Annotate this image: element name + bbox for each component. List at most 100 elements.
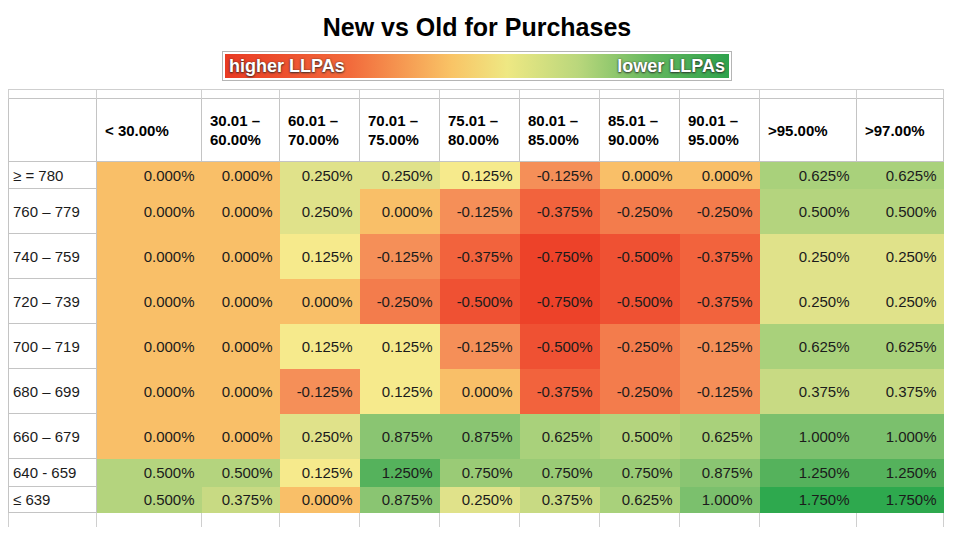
- heatmap-cell: 0.000%: [97, 414, 202, 459]
- heatmap-cell: 0.000%: [202, 279, 280, 324]
- heatmap-cell: -0.125%: [440, 189, 520, 234]
- gridline-tick: [360, 513, 440, 528]
- heatmap-cell: 0.000%: [97, 234, 202, 279]
- gridline-tick: [280, 90, 360, 99]
- column-header-ltv-7: 90.01 – 95.00%: [680, 99, 760, 162]
- heatmap-cell: -0.125%: [440, 324, 520, 369]
- heatmap-cell: 0.625%: [520, 414, 600, 459]
- column-header-ltv-5: 80.01 – 85.00%: [520, 99, 600, 162]
- heatmap-cell: 0.750%: [440, 459, 520, 487]
- gridline-tick: [857, 513, 944, 528]
- heatmap-cell: 0.875%: [680, 459, 760, 487]
- heatmap-cell: -0.250%: [600, 324, 680, 369]
- heatmap-cell: 0.875%: [360, 487, 440, 513]
- row-header-score-2: 740 – 759: [9, 234, 97, 279]
- heatmap-cell: 0.250%: [760, 279, 857, 324]
- row-header-score-0: ≥ = 780: [9, 162, 97, 189]
- heatmap-row: ≥ = 7800.000%0.000%0.250%0.250%0.125%-0.…: [9, 162, 944, 189]
- heatmap-cell: 0.000%: [202, 414, 280, 459]
- heatmap-cell: 0.000%: [202, 324, 280, 369]
- gridline-tick: [600, 513, 680, 528]
- heatmap-row: 740 – 7590.000%0.000%0.125%-0.125%-0.375…: [9, 234, 944, 279]
- gridline-tick: [97, 90, 202, 99]
- gridline-tick: [202, 513, 280, 528]
- gridline-tick: [680, 513, 760, 528]
- heatmap-cell: -0.125%: [360, 234, 440, 279]
- heatmap-cell: 0.625%: [680, 414, 760, 459]
- heatmap-cell: -0.125%: [280, 369, 360, 414]
- heatmap-cell: 0.125%: [360, 369, 440, 414]
- heatmap-cell: -0.500%: [600, 279, 680, 324]
- heatmap-cell: 0.000%: [600, 162, 680, 189]
- heatmap-cell: 0.000%: [97, 162, 202, 189]
- heatmap-cell: 0.500%: [600, 414, 680, 459]
- gridline-tick: [360, 90, 440, 99]
- heatmap-cell: -0.500%: [440, 279, 520, 324]
- heatmap-cell: -0.375%: [520, 369, 600, 414]
- heatmap-row: 640 - 6590.500%0.500%0.125%1.250%0.750%0…: [9, 459, 944, 487]
- heatmap-cell: 0.250%: [280, 189, 360, 234]
- heatmap-cell: 0.000%: [202, 189, 280, 234]
- gridline-tick: [680, 90, 760, 99]
- heatmap-cell: 1.000%: [680, 487, 760, 513]
- heatmap-cell: -0.250%: [360, 279, 440, 324]
- heatmap-cell: -0.250%: [600, 369, 680, 414]
- heatmap-cell: 1.250%: [360, 459, 440, 487]
- heatmap-cell: 0.375%: [857, 369, 944, 414]
- legend-gradient-bar: higher LLPAs lower LLPAs: [225, 54, 729, 78]
- heatmap-cell: 0.250%: [360, 162, 440, 189]
- heatmap-row: 720 – 7390.000%0.000%0.000%-0.250%-0.500…: [9, 279, 944, 324]
- heatmap-row: 700 – 7190.000%0.000%0.125%0.125%-0.125%…: [9, 324, 944, 369]
- heatmap-cell: 0.250%: [857, 279, 944, 324]
- heatmap-cell: 0.625%: [600, 487, 680, 513]
- heatmap-cell: -0.375%: [520, 189, 600, 234]
- llpa-heatmap-table: < 30.00%30.01 – 60.00%60.01 – 70.00%70.0…: [8, 89, 944, 527]
- heatmap-cell: -0.375%: [680, 279, 760, 324]
- gridline-tick: [440, 90, 520, 99]
- gridline-tick-row: [9, 513, 944, 528]
- row-header-score-3: 720 – 739: [9, 279, 97, 324]
- heatmap-cell: 0.750%: [600, 459, 680, 487]
- gridline-tick: [202, 90, 280, 99]
- heatmap-cell: 0.625%: [760, 324, 857, 369]
- column-header-ltv-2: 60.01 – 70.00%: [280, 99, 360, 162]
- gridline-tick-row: [9, 90, 944, 99]
- heatmap-cell: 0.625%: [760, 162, 857, 189]
- row-header-score-5: 680 – 699: [9, 369, 97, 414]
- heatmap-cell: -0.750%: [520, 279, 600, 324]
- heatmap-cell: 0.250%: [280, 162, 360, 189]
- heatmap-cell: 0.125%: [280, 459, 360, 487]
- column-header-ltv-8: >95.00%: [760, 99, 857, 162]
- heatmap-cell: 0.000%: [202, 162, 280, 189]
- heatmap-cell: 0.125%: [280, 234, 360, 279]
- gridline-tick: [760, 513, 857, 528]
- corner-cell: [9, 99, 97, 162]
- gridline-tick: [520, 513, 600, 528]
- heatmap-cell: 0.875%: [360, 414, 440, 459]
- heatmap-row: 760 – 7790.000%0.000%0.250%0.000%-0.125%…: [9, 189, 944, 234]
- heatmap-cell: -0.375%: [440, 234, 520, 279]
- heatmap-row: ≤ 6390.500%0.375%0.000%0.875%0.250%0.375…: [9, 487, 944, 513]
- heatmap-cell: 1.750%: [857, 487, 944, 513]
- heatmap-cell: -0.500%: [520, 324, 600, 369]
- row-header-score-1: 760 – 779: [9, 189, 97, 234]
- heatmap-cell: 1.000%: [760, 414, 857, 459]
- heatmap-cell: 0.000%: [360, 189, 440, 234]
- heatmap-cell: 0.000%: [202, 369, 280, 414]
- heatmap-cell: -0.125%: [680, 324, 760, 369]
- header-row: < 30.00%30.01 – 60.00%60.01 – 70.00%70.0…: [9, 99, 944, 162]
- gridline-tick: [97, 513, 202, 528]
- heatmap-cell: 0.000%: [440, 369, 520, 414]
- chart-title: New vs Old for Purchases: [0, 0, 954, 42]
- heatmap-cell: 0.750%: [520, 459, 600, 487]
- heatmap-cell: 0.000%: [280, 487, 360, 513]
- heatmap-cell: 0.375%: [760, 369, 857, 414]
- gridline-tick: [9, 513, 97, 528]
- heatmap-cell: 0.000%: [97, 279, 202, 324]
- heatmap-cell: 0.000%: [680, 162, 760, 189]
- heatmap-cell: 0.625%: [857, 162, 944, 189]
- gridline-tick: [520, 90, 600, 99]
- column-header-ltv-4: 75.01 – 80.00%: [440, 99, 520, 162]
- heatmap-cell: 0.000%: [202, 234, 280, 279]
- heatmap-cell: 0.500%: [857, 189, 944, 234]
